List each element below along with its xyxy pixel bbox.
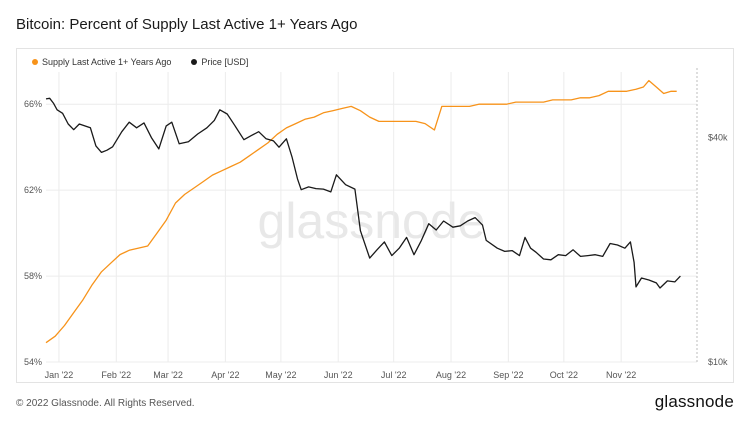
y-right-tick-label: $40k [708, 133, 728, 143]
watermark-text: glassnode [258, 193, 486, 249]
legend-swatch-price [191, 59, 198, 65]
x-tick-label: Oct '22 [550, 370, 578, 380]
page-title: Bitcoin: Percent of Supply Last Active 1… [16, 16, 358, 33]
chart-frame [16, 48, 734, 383]
x-tick-label: Mar '22 [153, 370, 183, 380]
legend-item-price[interactable]: Price [USD] [191, 57, 248, 67]
x-tick-label: Aug '22 [436, 370, 466, 380]
series-line-supply [45, 79, 677, 344]
x-tick-label: Jul '22 [381, 370, 407, 380]
y-right-tick-label: $10k [708, 357, 728, 367]
y-left-tick-label: 66% [24, 99, 42, 109]
y-left-tick-label: 54% [24, 357, 42, 367]
legend-label-supply: Supply Last Active 1+ Years Ago [42, 57, 172, 67]
x-tick-label: Sep '22 [493, 370, 523, 380]
legend-item-supply[interactable]: Supply Last Active 1+ Years Ago [32, 57, 171, 67]
legend-swatch-supply [32, 59, 38, 65]
x-tick-label: Jan '22 [45, 370, 74, 380]
series-line-price [45, 97, 681, 289]
x-tick-label: May '22 [265, 370, 296, 380]
y-left-tick-label: 58% [24, 271, 42, 281]
legend-label-price: Price [USD] [201, 57, 249, 67]
x-tick-label: Apr '22 [211, 370, 239, 380]
chart-legend: Supply Last Active 1+ Years Ago Price [U… [32, 57, 248, 67]
x-tick-label: Feb '22 [101, 370, 131, 380]
copyright-text: © 2022 Glassnode. All Rights Reserved. [16, 398, 195, 409]
x-tick-label: Jun '22 [324, 370, 353, 380]
x-tick-label: Nov '22 [606, 370, 636, 380]
y-left-tick-label: 62% [24, 185, 42, 195]
glassnode-logo[interactable]: glassnode [654, 392, 734, 411]
